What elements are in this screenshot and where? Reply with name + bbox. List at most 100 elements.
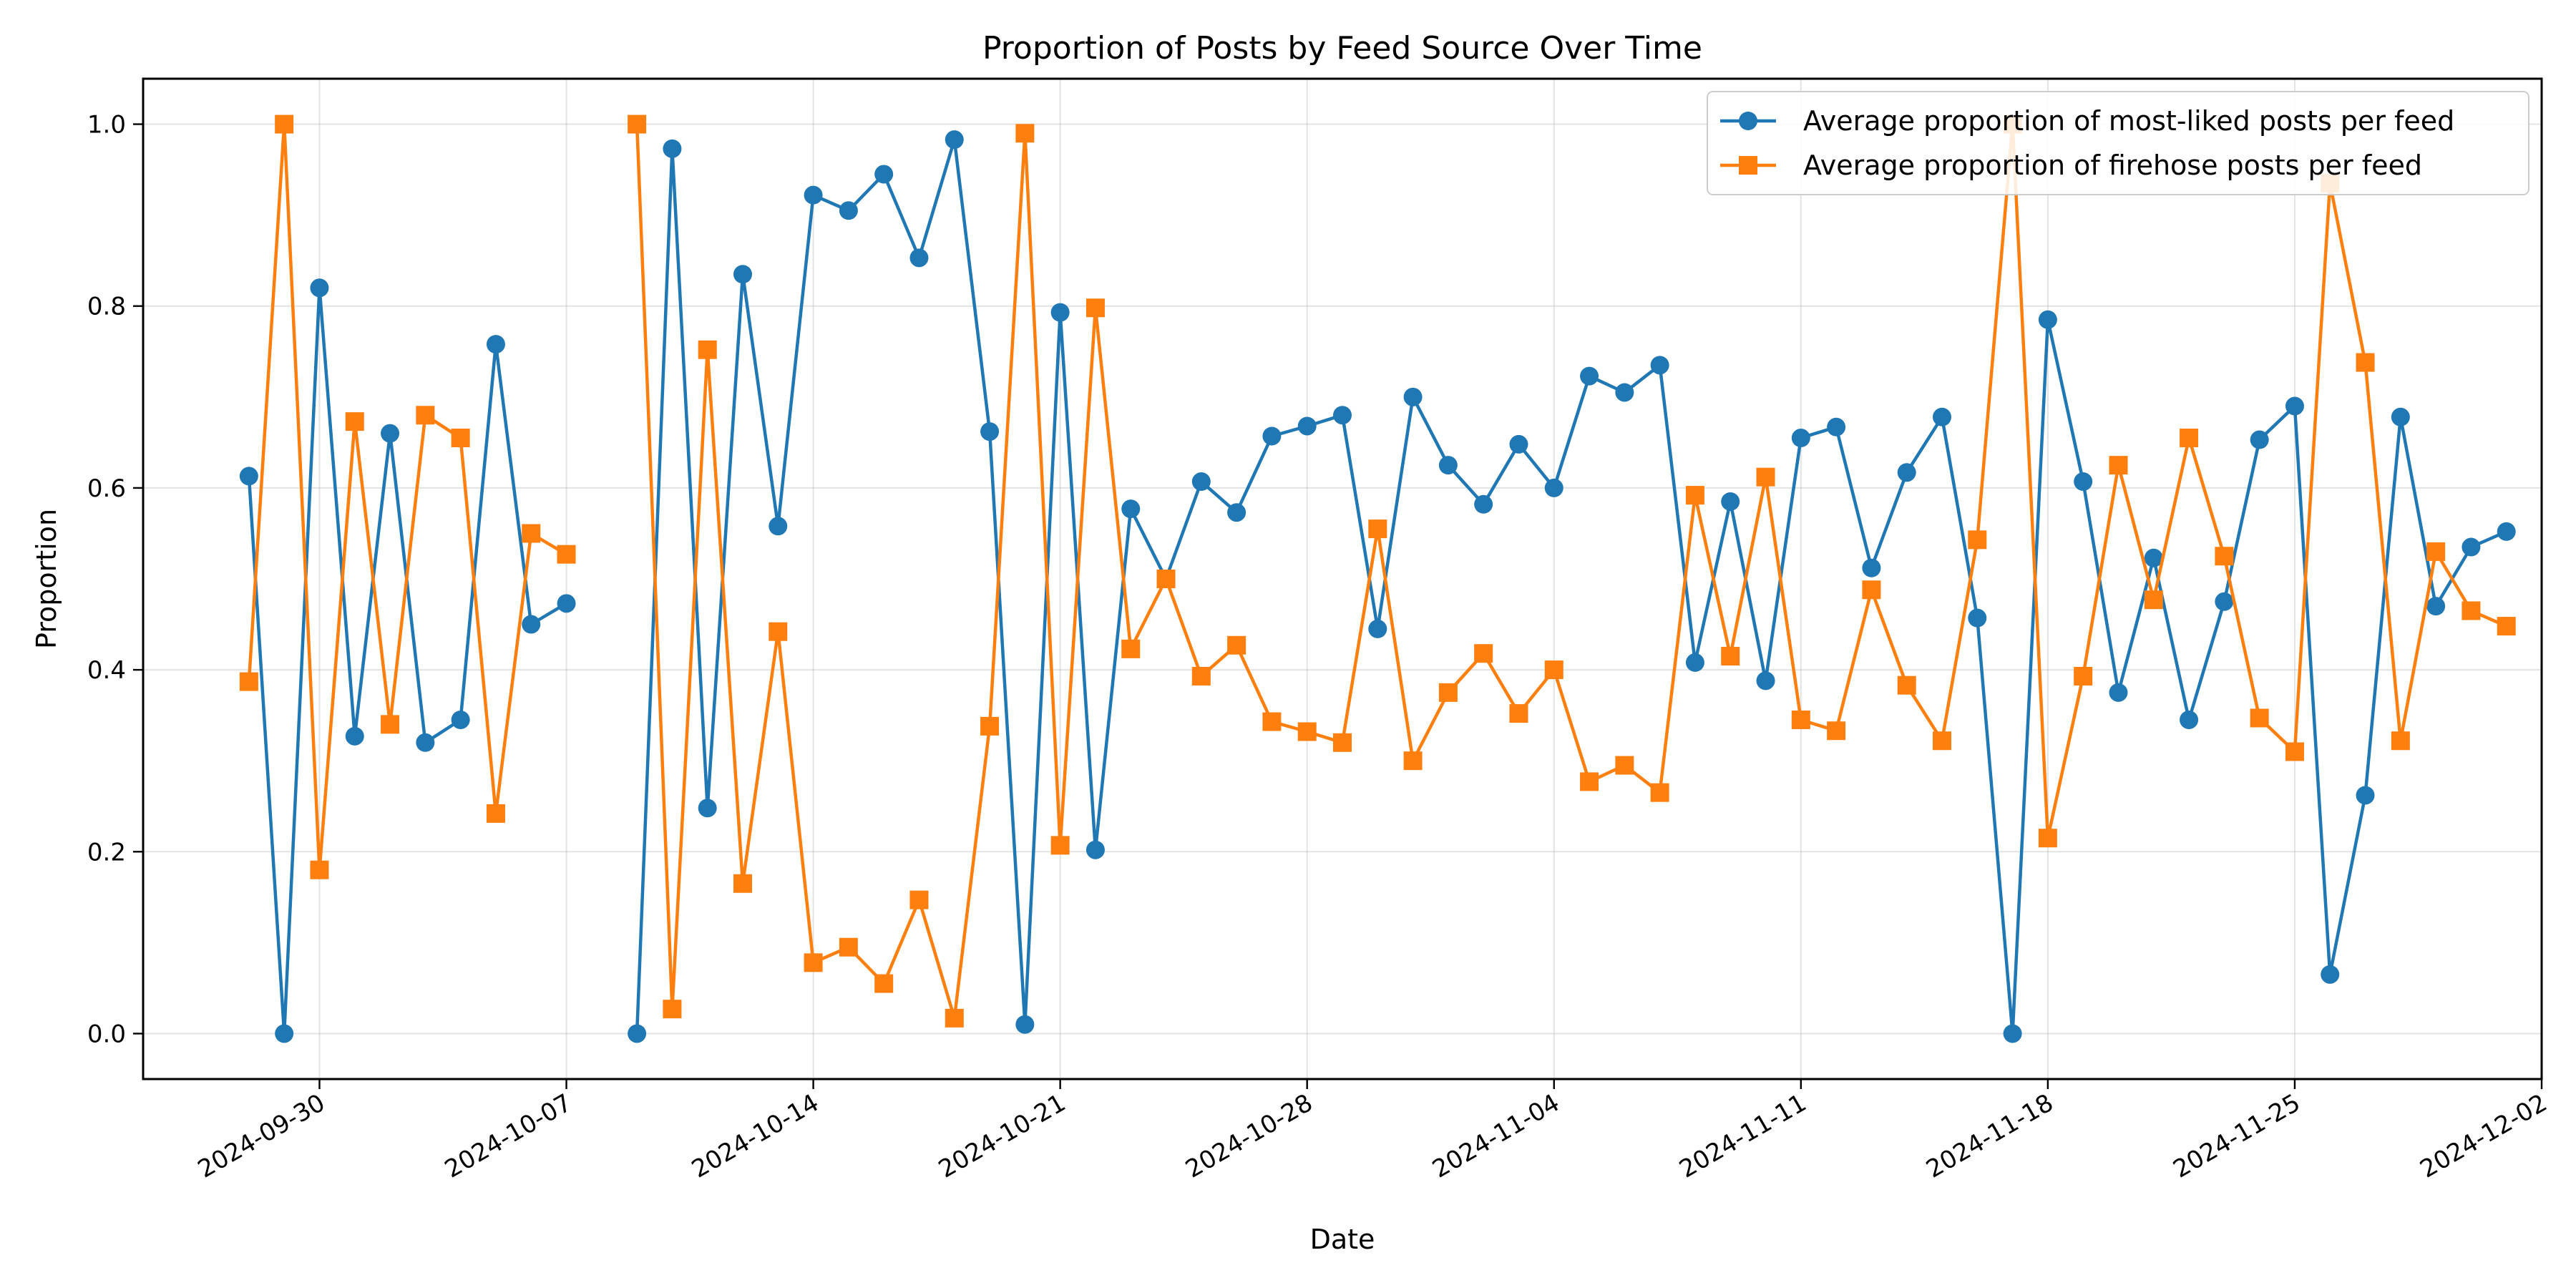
data-point [2426, 597, 2446, 616]
data-point [839, 201, 858, 220]
data-point [874, 974, 894, 993]
data-point [1227, 635, 1246, 655]
data-point [1191, 666, 1211, 686]
data-point [1580, 772, 1599, 791]
data-point [557, 594, 576, 613]
data-point [345, 412, 364, 431]
data-point [2250, 430, 2269, 449]
data-point [663, 139, 682, 158]
data-point [381, 424, 400, 443]
data-point [486, 335, 505, 354]
data-point [522, 524, 541, 543]
data-point [310, 278, 329, 298]
data-point [416, 733, 435, 752]
data-point [2215, 547, 2234, 566]
data-point [1650, 783, 1669, 802]
data-point [1968, 608, 1987, 628]
data-point [1615, 383, 1634, 402]
data-point [2038, 310, 2057, 329]
data-point [345, 726, 364, 746]
data-point [980, 716, 1000, 736]
series-layer [239, 114, 2516, 1043]
data-point [1862, 558, 1881, 577]
data-point [1968, 530, 1987, 550]
data-point [1933, 407, 1951, 426]
y-tick-label: 1.0 [87, 111, 126, 140]
grid [143, 79, 2542, 1079]
data-point [1897, 675, 1916, 695]
data-point [1721, 647, 1740, 666]
data-point [381, 715, 400, 734]
data-point [1827, 721, 1846, 741]
data-point [733, 265, 752, 284]
data-point [839, 937, 858, 957]
data-point [1050, 836, 1070, 855]
data-point [909, 890, 929, 909]
data-point [1791, 710, 1810, 729]
legend-label: Average proportion of most-liked posts p… [1803, 105, 2454, 137]
data-point [1474, 494, 1493, 514]
data-point [1509, 434, 1528, 454]
data-point [2391, 407, 2410, 426]
data-point [2285, 742, 2304, 761]
data-point [1333, 733, 1352, 752]
data-point [2003, 1024, 2022, 1043]
series-2 [239, 114, 2516, 1028]
data-point [1827, 417, 1846, 436]
data-point [1403, 387, 1423, 406]
data-point [1403, 751, 1423, 771]
data-point [1297, 722, 1317, 741]
data-point [628, 1024, 647, 1043]
data-point [2074, 472, 2093, 492]
data-point [275, 114, 294, 134]
legend-item: Average proportion of most-liked posts p… [1720, 105, 2454, 137]
data-point [769, 517, 788, 536]
legend-label: Average proportion of firehose posts per… [1803, 150, 2422, 181]
data-point [1438, 456, 1458, 475]
data-point [2215, 592, 2234, 611]
data-point [2356, 353, 2375, 372]
data-point [628, 114, 647, 134]
data-point [1544, 660, 1563, 680]
data-point [310, 860, 329, 879]
data-point [2109, 456, 2128, 475]
data-point [1933, 731, 1951, 751]
data-point [1685, 653, 1704, 672]
data-point [2321, 965, 2340, 984]
data-point [2038, 829, 2057, 848]
data-point [980, 422, 1000, 441]
data-point [1544, 478, 1563, 497]
data-point [1474, 644, 1493, 663]
data-point [1615, 756, 1634, 775]
x-axis-label: Date [1310, 1224, 1375, 1255]
data-point [1756, 671, 1775, 691]
data-point [239, 672, 258, 691]
plot-area-frame [142, 77, 2543, 1080]
data-point [698, 340, 717, 359]
y-tick-label: 0.0 [87, 1020, 126, 1048]
data-point [1509, 704, 1528, 723]
data-point [804, 185, 823, 205]
data-point [2356, 786, 2375, 805]
data-point [1050, 303, 1070, 322]
data-point [769, 622, 788, 641]
data-point [1262, 712, 1282, 731]
data-point [1333, 406, 1352, 425]
y-axis: 0.0 0.2 0.4 0.6 0.8 1.0 [87, 111, 143, 1048]
series-line [247, 286, 567, 1035]
series-1 [239, 130, 2516, 1043]
data-point [1368, 519, 1387, 539]
data-point [275, 1024, 294, 1043]
legend-box [1707, 91, 2529, 195]
data-point [1015, 124, 1035, 143]
data-point [1121, 639, 1141, 658]
y-tick-label: 0.8 [87, 293, 126, 321]
data-point [2462, 537, 2481, 557]
series-line [635, 137, 2507, 1035]
data-point [2391, 731, 2410, 751]
data-point [2426, 542, 2446, 561]
data-point [945, 1008, 964, 1028]
data-point [698, 799, 717, 818]
data-point [1368, 619, 1387, 638]
data-point [2497, 617, 2516, 636]
